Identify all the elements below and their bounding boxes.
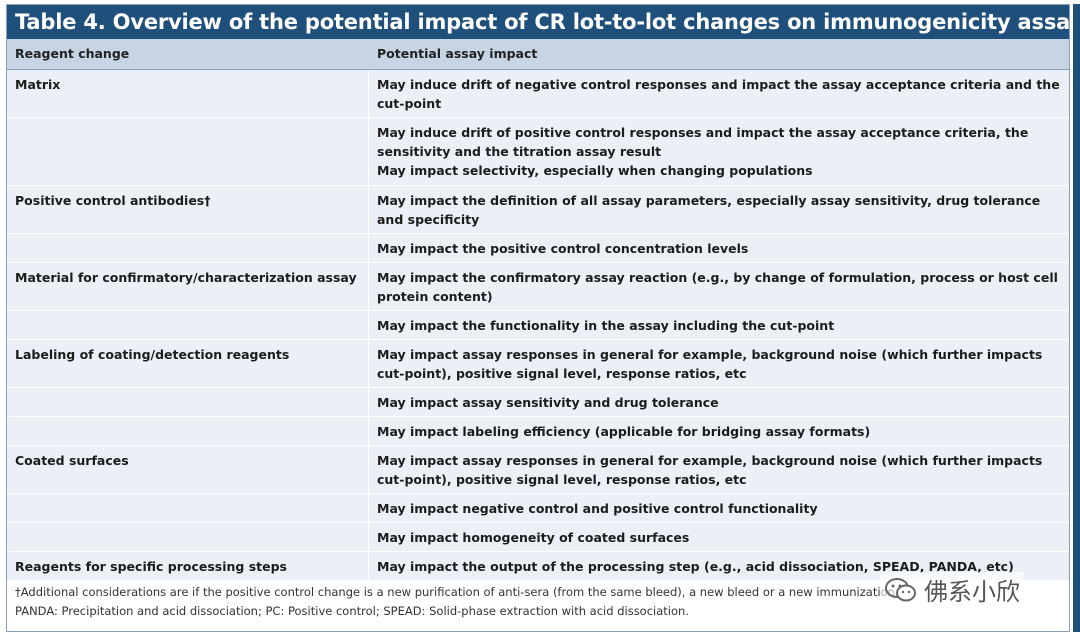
- table-row: May impact labeling efficiency (applicab…: [7, 417, 1069, 446]
- assay-impact-cell: May impact negative control and positive…: [369, 494, 1069, 522]
- reagent-change-cell: [7, 388, 369, 416]
- table-row: May impact the positive control concentr…: [7, 234, 1069, 263]
- footnote-dagger: †Additional considerations are if the po…: [15, 585, 899, 599]
- table-body: Matrix May induce drift of negative contr…: [7, 70, 1069, 581]
- impact-text: May impact the definition of all assay p…: [377, 193, 1041, 227]
- reagent-change-cell: [7, 118, 369, 185]
- assay-impact-cell: May impact homogeneity of coated surface…: [369, 523, 1069, 551]
- reagent-change-cell: [7, 494, 369, 522]
- reagent-change-cell: Labeling of coating/detection reagents: [7, 340, 369, 387]
- reagent-change-cell: Coated surfaces: [7, 446, 369, 493]
- impact-text: May impact assay responses in general fo…: [377, 347, 1043, 381]
- reagent-change-cell: [7, 234, 369, 262]
- reagent-change-cell: Material for confirmatory/characterizati…: [7, 263, 369, 310]
- table-row: Reagents for specific processing steps Ma…: [7, 552, 1069, 581]
- assay-impact-cell: May impact labeling efficiency (applicab…: [369, 417, 1069, 445]
- assay-impact-cell: May impact the output of the processing …: [369, 552, 1069, 580]
- table-header-row: Reagent change Potential assay impact: [7, 39, 1069, 70]
- impact-text: May impact labeling efficiency (applicab…: [377, 424, 871, 439]
- table-row: Material for confirmatory/characterizati…: [7, 263, 1069, 311]
- assay-impact-cell: May impact the confirmatory assay reacti…: [369, 263, 1069, 310]
- adjacent-page-edge: [1073, 4, 1080, 632]
- reagent-change-cell: [7, 311, 369, 339]
- footnote: †Additional considerations are if the po…: [15, 583, 1065, 621]
- impact-text: May impact assay responses in general fo…: [377, 453, 1043, 487]
- assay-impact-cell: May impact assay responses in general fo…: [369, 340, 1069, 387]
- table-title: Table 4. Overview of the potential impac…: [7, 5, 1069, 39]
- header-reagent-change: Reagent change: [15, 46, 130, 61]
- assay-impact-cell: May impact assay responses in general fo…: [369, 446, 1069, 493]
- table-row: May impact the functionality in the assa…: [7, 311, 1069, 340]
- impact-text: May impact assay sensitivity and drug to…: [377, 395, 719, 410]
- impact-text: May impact the functionality in the assa…: [377, 318, 835, 333]
- reagent-change-cell: Matrix: [7, 70, 369, 117]
- impact-text: May impact negative control and positive…: [377, 501, 818, 516]
- reagent-change-cell: Reagents for specific processing steps: [7, 552, 369, 580]
- assay-impact-cell: May impact the functionality in the assa…: [369, 311, 1069, 339]
- assay-impact-cell: May induce drift of positive control res…: [369, 118, 1069, 185]
- impact-text: May impact the output of the processing …: [377, 559, 1014, 574]
- assay-impact-cell: May impact the definition of all assay p…: [369, 186, 1069, 233]
- impact-text: May impact selectivity, especially when …: [377, 163, 813, 178]
- reagent-change-cell: Positive control antibodies†: [7, 186, 369, 233]
- footnote-abbreviations: PANDA: Precipitation and acid dissociati…: [15, 604, 689, 618]
- wechat-icon: [885, 577, 916, 601]
- header-potential-impact: Potential assay impact: [377, 46, 538, 61]
- impact-text: May impact the confirmatory assay reacti…: [377, 270, 1058, 304]
- table-row: May impact negative control and positive…: [7, 494, 1069, 523]
- assay-impact-cell: May impact assay sensitivity and drug to…: [369, 388, 1069, 416]
- watermark: 佛系小欣: [880, 572, 1024, 607]
- table-row: Matrix May induce drift of negative contr…: [7, 70, 1069, 118]
- reagent-change-cell: [7, 523, 369, 551]
- table-row: May impact assay sensitivity and drug to…: [7, 388, 1069, 417]
- watermark-text: 佛系小欣: [924, 578, 1020, 606]
- reagent-change-cell: [7, 417, 369, 445]
- impact-text: May impact homogeneity of coated surface…: [377, 530, 690, 545]
- impact-text: May induce drift of positive control res…: [377, 125, 1029, 159]
- assay-impact-cell: May induce drift of negative control res…: [369, 70, 1069, 117]
- table-row: Positive control antibodies† May impact t…: [7, 186, 1069, 234]
- table-row: May impact homogeneity of coated surface…: [7, 523, 1069, 552]
- assay-impact-cell: May impact the positive control concentr…: [369, 234, 1069, 262]
- table-row: Coated surfaces May impact assay response…: [7, 446, 1069, 494]
- table-frame: Table 4. Overview of the potential impac…: [6, 4, 1070, 632]
- table-row: May induce drift of positive control res…: [7, 118, 1069, 186]
- impact-text: May induce drift of negative control res…: [377, 77, 1060, 111]
- impact-text: May impact the positive control concentr…: [377, 241, 749, 256]
- table-row: Labeling of coating/detection reagents Ma…: [7, 340, 1069, 388]
